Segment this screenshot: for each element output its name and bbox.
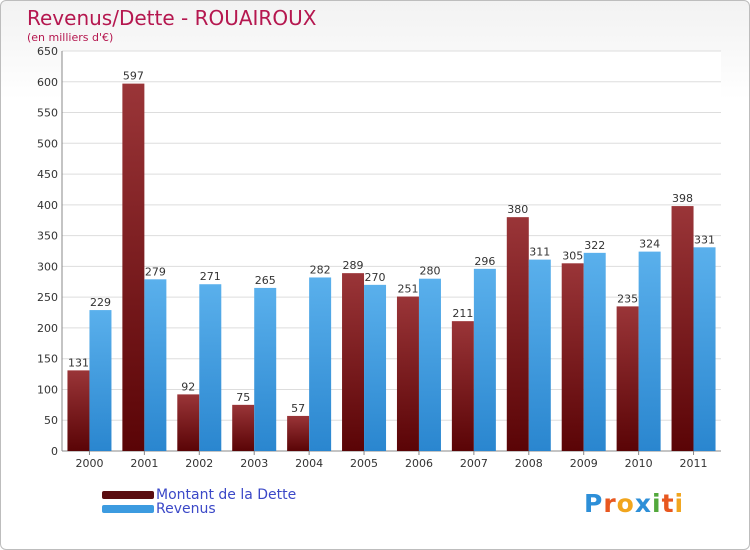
data-label-dette: 211 (452, 307, 473, 320)
x-tick-label: 2005 (350, 457, 378, 470)
data-label-revenus: 271 (200, 270, 221, 283)
data-label-revenus: 265 (255, 274, 276, 287)
y-tick-label: 300 (37, 260, 58, 273)
bar-dette (616, 306, 639, 451)
bar-revenus (254, 287, 277, 451)
chart-title: Revenus/Dette - ROUAIROUX (27, 6, 317, 30)
bar-dette (396, 296, 419, 451)
bar-dette (671, 206, 694, 451)
bar-dette (67, 370, 90, 451)
data-label-revenus: 322 (584, 239, 605, 252)
data-label-revenus: 324 (639, 238, 660, 251)
legend-swatch-dette (102, 491, 154, 499)
legend-item-dette: Montant de la Dette (102, 487, 297, 503)
x-tick-label: 2000 (75, 457, 103, 470)
y-tick-label: 350 (37, 230, 58, 243)
data-label-dette: 380 (507, 203, 528, 216)
x-tick-label: 2006 (405, 457, 433, 470)
bar-revenus (583, 252, 606, 451)
x-tick-label: 2004 (295, 457, 323, 470)
data-label-dette: 398 (672, 192, 693, 205)
x-tick-label: 2007 (460, 457, 488, 470)
bar-revenus (473, 268, 496, 451)
y-tick-label: 150 (37, 353, 58, 366)
legend-label-dette: Montant de la Dette (156, 487, 297, 503)
data-label-revenus: 282 (310, 263, 331, 276)
data-label-dette: 289 (343, 259, 364, 272)
bar-dette (342, 273, 365, 451)
bar-revenus (638, 251, 661, 451)
data-label-revenus: 229 (90, 296, 111, 309)
data-label-revenus: 270 (365, 271, 386, 284)
data-label-revenus: 311 (529, 246, 550, 259)
x-tick-label: 2008 (515, 457, 543, 470)
data-label-dette: 251 (397, 283, 418, 296)
x-tick-label: 2009 (570, 457, 598, 470)
y-tick-label: 0 (51, 445, 58, 458)
proxiti-logo: Proxiti (584, 489, 685, 518)
bar-revenus (418, 278, 441, 451)
data-label-dette: 75 (236, 391, 250, 404)
bar-revenus (199, 284, 222, 451)
data-label-dette: 235 (617, 292, 638, 305)
data-label-dette: 597 (123, 70, 144, 83)
data-label-revenus: 296 (474, 255, 495, 268)
y-tick-label: 450 (37, 168, 58, 181)
bar-dette (122, 83, 145, 451)
data-label-dette: 131 (68, 356, 89, 369)
y-tick-label: 50 (44, 414, 58, 427)
y-tick-label: 600 (37, 76, 58, 89)
data-label-dette: 305 (562, 249, 583, 262)
data-label-revenus: 279 (145, 265, 166, 278)
chart-subtitle: (en milliers d'€) (27, 31, 114, 44)
x-tick-label: 2011 (680, 457, 708, 470)
y-tick-label: 200 (37, 322, 58, 335)
data-label-revenus: 280 (419, 265, 440, 278)
bar-dette (561, 263, 584, 451)
plot-area (62, 51, 721, 451)
y-tick-label: 550 (37, 107, 58, 120)
y-tick-label: 100 (37, 383, 58, 396)
y-tick-label: 500 (37, 137, 58, 150)
y-tick-label: 400 (37, 199, 58, 212)
bar-dette (177, 394, 200, 451)
bar-dette (451, 321, 474, 451)
bar-dette (506, 217, 529, 451)
bar-revenus (528, 259, 551, 451)
bar-revenus (309, 277, 332, 451)
y-tick-label: 250 (37, 291, 58, 304)
legend-item-revenus: Revenus (102, 501, 216, 517)
bar-revenus (364, 284, 387, 451)
bar-revenus (89, 310, 112, 451)
y-tick-label: 650 (37, 45, 58, 58)
x-tick-label: 2002 (185, 457, 213, 470)
legend-label-revenus: Revenus (156, 501, 216, 517)
legend-swatch-revenus (102, 505, 154, 513)
x-tick-label: 2003 (240, 457, 268, 470)
x-tick-label: 2010 (625, 457, 653, 470)
bar-revenus (144, 279, 167, 451)
data-label-revenus: 331 (694, 233, 715, 246)
data-label-dette: 57 (291, 402, 305, 415)
x-tick-label: 2001 (130, 457, 158, 470)
data-label-dette: 92 (181, 380, 195, 393)
bar-revenus (693, 247, 716, 451)
bar-dette (287, 415, 310, 451)
bar-dette (232, 404, 255, 451)
